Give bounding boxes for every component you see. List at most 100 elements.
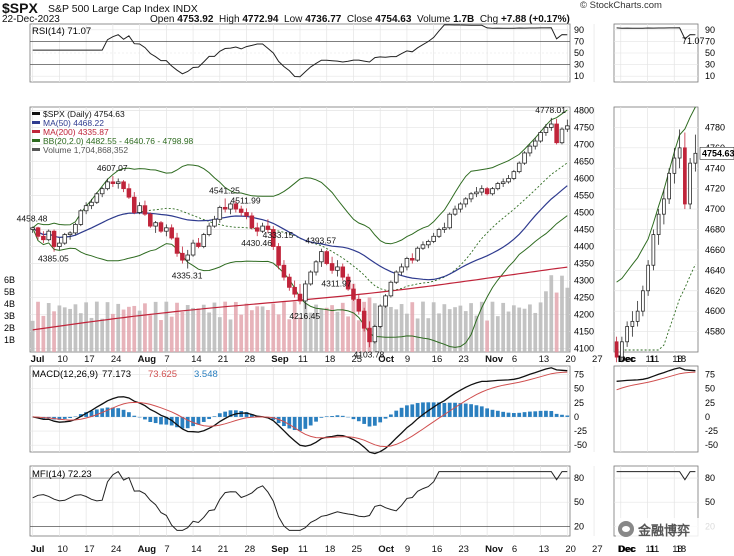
candle-body (559, 128, 565, 144)
price-annotation: 4393.57 (305, 236, 336, 246)
zoom-mfi-tick-label: 50 (705, 497, 715, 507)
macd-histogram-bar (153, 416, 158, 424)
price-tick-label: 4750 (574, 122, 594, 132)
candle-body (410, 258, 415, 261)
macd-histogram-bar (57, 416, 62, 420)
macd-histogram-bar (78, 414, 83, 417)
mfi-line (32, 470, 568, 531)
price-tick-label: 4500 (574, 207, 594, 217)
volume-bar (250, 310, 254, 352)
x-tick-label: Oct (378, 354, 395, 365)
macd-histogram-bar (292, 416, 297, 431)
candle-body (527, 145, 533, 154)
price-legend-label: $SPX (Daily) 4754.63 (43, 109, 125, 119)
candle-body (41, 235, 46, 241)
price-tick-label: 4100 (574, 344, 594, 354)
volume-bar (271, 303, 276, 352)
watermark-text: 金融博弈 (638, 522, 691, 538)
candle-body (206, 225, 212, 236)
candle-body (265, 225, 271, 230)
price-annotation: 4385.05 (38, 254, 69, 264)
macd-histogram-bar (164, 416, 169, 425)
candle-body (228, 203, 233, 210)
candle-body (345, 276, 351, 290)
volume-bar (415, 318, 420, 352)
candle-body (94, 193, 100, 203)
volume-bar (378, 310, 383, 352)
x-tick-label: 25 (351, 544, 362, 555)
volume-bar (298, 317, 302, 352)
price-tick-label: 4200 (574, 310, 594, 320)
zoom-rsi-value: 71.07 (682, 36, 705, 46)
candle-body (244, 212, 249, 217)
mfi-legend: MFI(14) 72.23 (32, 469, 92, 480)
volume-bar (549, 275, 554, 352)
candle-body (426, 241, 431, 246)
candle-body (340, 266, 346, 278)
macd-histogram-bar (185, 416, 190, 429)
candle-body (115, 181, 121, 184)
price-tick-label: 4300 (574, 276, 594, 286)
chart-date: 22-Dec-2023 (2, 14, 60, 25)
candle-body (511, 171, 517, 179)
macd-legend-value3: 3.548 (194, 369, 218, 380)
ma50-line (32, 185, 568, 281)
volume-bar (308, 312, 313, 352)
volume-bar (228, 319, 233, 352)
macd-histogram-bar (175, 416, 179, 428)
volume-tick-label: 6B (4, 275, 15, 285)
macd-histogram-bar (458, 403, 463, 417)
candle-body (99, 188, 105, 195)
macd-histogram-bar (399, 407, 404, 417)
zoom-x-tick-label: 11 (649, 354, 659, 365)
price-annotation: 4430.46 (241, 238, 272, 248)
volume-bar (121, 309, 126, 352)
macd-histogram-bar (111, 407, 115, 417)
rsi-line (32, 24, 568, 78)
x-tick-label: Nov (485, 354, 504, 365)
x-tick-label: 14 (191, 544, 202, 555)
macd-histogram-bar (94, 409, 99, 417)
volume-bar (538, 302, 543, 352)
volume-tick-label: 2B (4, 323, 15, 333)
low-label: Low (284, 14, 303, 25)
x-tick-label: Sep (271, 544, 289, 555)
price-tick-label: 4400 (574, 242, 594, 252)
candle-body (554, 123, 559, 144)
macd-histogram-bar (180, 416, 185, 429)
macd-histogram-bar (228, 410, 233, 417)
zoom-candle-body (662, 198, 666, 215)
price-tick-label: 4350 (574, 259, 594, 269)
candle-body (372, 326, 378, 343)
volume-bar (36, 301, 40, 352)
zoom-macd-tick-label: 50 (705, 384, 715, 394)
zoom-candle-body (667, 172, 671, 200)
candle-body (452, 208, 458, 215)
macd-histogram-bar (191, 416, 195, 427)
volume-bar (485, 320, 489, 352)
volume-bar (260, 306, 265, 352)
macd-tick-label: -25 (574, 426, 587, 436)
macd-histogram-bar (383, 416, 388, 419)
macd-histogram-bar (469, 404, 473, 417)
zoom-macd-signal-line (616, 371, 696, 391)
volume-bar (233, 301, 238, 352)
volume-bar (533, 312, 538, 352)
zoom-macd-tick-label: -25 (705, 426, 718, 436)
price-tick-label: 4600 (574, 173, 594, 183)
candle-body (164, 227, 169, 232)
candle-body (393, 271, 399, 283)
macd-histogram-bar (116, 408, 121, 417)
candle-body (538, 132, 543, 142)
x-tick-label: 17 (84, 354, 95, 365)
macd-histogram-bar (319, 416, 324, 418)
zoom-mfi-tick-label: 80 (705, 473, 715, 483)
chart-symbol: $SPX (2, 0, 38, 16)
price-legend-swatch (32, 112, 40, 115)
price-annotation: 4103.78 (354, 349, 385, 359)
candle-body (217, 206, 223, 220)
rsi-tick-label: 10 (574, 71, 584, 81)
macd-histogram-bar (511, 412, 516, 417)
macd-histogram-bar (314, 416, 318, 422)
volume-bar (153, 301, 158, 352)
